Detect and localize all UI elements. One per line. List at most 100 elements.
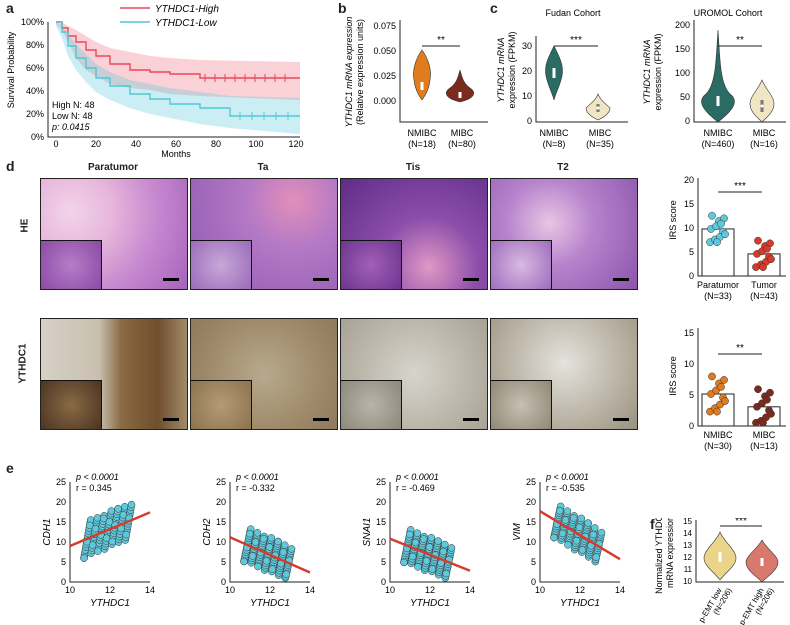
scatter-point — [274, 537, 282, 546]
scatter-xtick: 10 — [225, 585, 235, 595]
scatter-point — [268, 565, 277, 573]
scatter-point — [572, 536, 581, 545]
scatter-point — [86, 521, 94, 530]
f-ytick-13: 13 — [683, 541, 692, 550]
scatter-ytick: 10 — [216, 537, 226, 547]
irs-point — [766, 388, 774, 397]
ihc-image-ta — [190, 318, 338, 430]
scatter-regression-line — [229, 536, 311, 574]
he-image-ta — [190, 178, 338, 290]
scatter-point — [425, 543, 434, 551]
irs1-sig: *** — [734, 181, 746, 192]
irs2-ytick-5: 5 — [689, 390, 694, 400]
ihc-inset-t2 — [491, 380, 552, 429]
irs2-n-2: (N=13) — [750, 441, 778, 451]
scatter-point — [88, 541, 97, 549]
scatter-point — [262, 557, 271, 565]
scatter-point — [119, 511, 128, 519]
km-ytick-20: 20% — [26, 109, 44, 119]
scatter-point — [254, 562, 262, 571]
irs-plot-he: IRS score 0 5 10 15 20 *** Paratumor (N=… — [668, 175, 786, 301]
scatter-point — [240, 557, 248, 566]
scale-bar — [463, 418, 479, 421]
km-xtick-100: 100 — [248, 139, 263, 149]
km-xtick-80: 80 — [211, 139, 221, 149]
scatter-ytick: 25 — [56, 477, 66, 487]
scatter-xtick: 10 — [535, 585, 545, 595]
violin-plot-f: Normalized YTHDC1 mRNA expression 10 11 … — [654, 518, 784, 625]
scatter-ytick: 15 — [526, 517, 536, 527]
he-inset-ta — [191, 240, 252, 289]
b-ytick-2: 0.050 — [373, 46, 396, 56]
col-title-t2: T2 — [557, 162, 569, 173]
f-ytick-10: 10 — [683, 577, 692, 586]
b-sig: ** — [437, 35, 445, 46]
scatter-point — [80, 554, 88, 562]
km-legend-low: YTHDC1-Low — [155, 18, 217, 29]
irs-point — [717, 219, 725, 228]
scatter-point — [592, 553, 600, 561]
irs2-ytick-15: 15 — [684, 328, 694, 338]
km-ytick-100: 100% — [21, 17, 44, 27]
scatter-xtick: 12 — [105, 585, 115, 595]
irs-point — [767, 255, 775, 264]
scatter-ytick: 0 — [381, 577, 386, 587]
panel-label-d: d — [6, 158, 15, 174]
he-image-paratumor — [40, 178, 188, 290]
scale-bar — [313, 418, 329, 421]
scatter-point — [406, 530, 414, 539]
scatter-point — [251, 538, 260, 546]
irs-point — [708, 372, 716, 381]
scatter-point — [281, 541, 289, 549]
c1-n-1: (N=8) — [543, 139, 566, 149]
irs-point — [713, 238, 721, 247]
irs-point — [713, 407, 721, 416]
scale-bar — [613, 418, 629, 421]
scatter-point — [248, 552, 257, 560]
km-xtick-40: 40 — [131, 139, 141, 149]
irs2-n-1: (N=30) — [704, 441, 732, 451]
km-xlabel: Months — [161, 149, 191, 158]
scatter-point — [122, 530, 130, 539]
scatter-point — [427, 533, 436, 542]
row-title-he: HE — [19, 218, 31, 233]
ihc-image-paratumor — [40, 318, 188, 430]
scatter-point — [558, 529, 567, 538]
f-ylabel-1: Normalized YTHDC1 — [654, 518, 664, 594]
panel-label-a: a — [6, 0, 14, 16]
irs-point — [759, 263, 767, 271]
panel-label-c: c — [490, 0, 498, 16]
c1-group-2: MIBC — [589, 128, 612, 138]
c2-sig: ** — [736, 35, 744, 46]
col-title-tis: Tis — [405, 162, 421, 173]
c2-title: UROMOL Cohort — [694, 8, 763, 18]
col-title-ta: Ta — [257, 162, 269, 173]
km-xtick-20: 20 — [91, 139, 101, 149]
scatter-point — [591, 524, 599, 532]
scatter-xtick: 12 — [265, 585, 275, 595]
scatter-point — [434, 537, 442, 545]
scatter-point — [428, 565, 437, 573]
scatter-point — [414, 563, 422, 571]
km-stat-low-n: Low N: 48 — [52, 111, 93, 121]
scatter-ytick: 25 — [216, 477, 226, 487]
km-ytick-40: 40% — [26, 86, 44, 96]
scatter-point — [556, 507, 564, 515]
c2-ytick-100: 100 — [675, 68, 690, 78]
scatter-point — [91, 525, 100, 533]
scatter-ytick: 5 — [61, 557, 66, 567]
scatter-regression-line — [69, 511, 151, 548]
he-inset-tis — [341, 240, 402, 289]
b-n-2: (N=80) — [448, 139, 476, 149]
c1-n-2: (N=35) — [586, 139, 614, 149]
irs-plot-ythdc1: IRS score 0 5 10 15 ** NMIBC (N=30) MIBC… — [668, 328, 786, 451]
km-xtick-120: 120 — [288, 139, 303, 149]
irs2-ylabel: IRS score — [668, 356, 678, 396]
scatter-xtick: 10 — [65, 585, 75, 595]
scatter-xtick: 12 — [575, 585, 585, 595]
scatter-ytick: 20 — [56, 497, 66, 507]
km-ylabel: Survival Probability — [6, 31, 16, 108]
km-stat-p: p: 0.0415 — [51, 122, 91, 132]
scatter-xtick: 14 — [615, 585, 625, 595]
